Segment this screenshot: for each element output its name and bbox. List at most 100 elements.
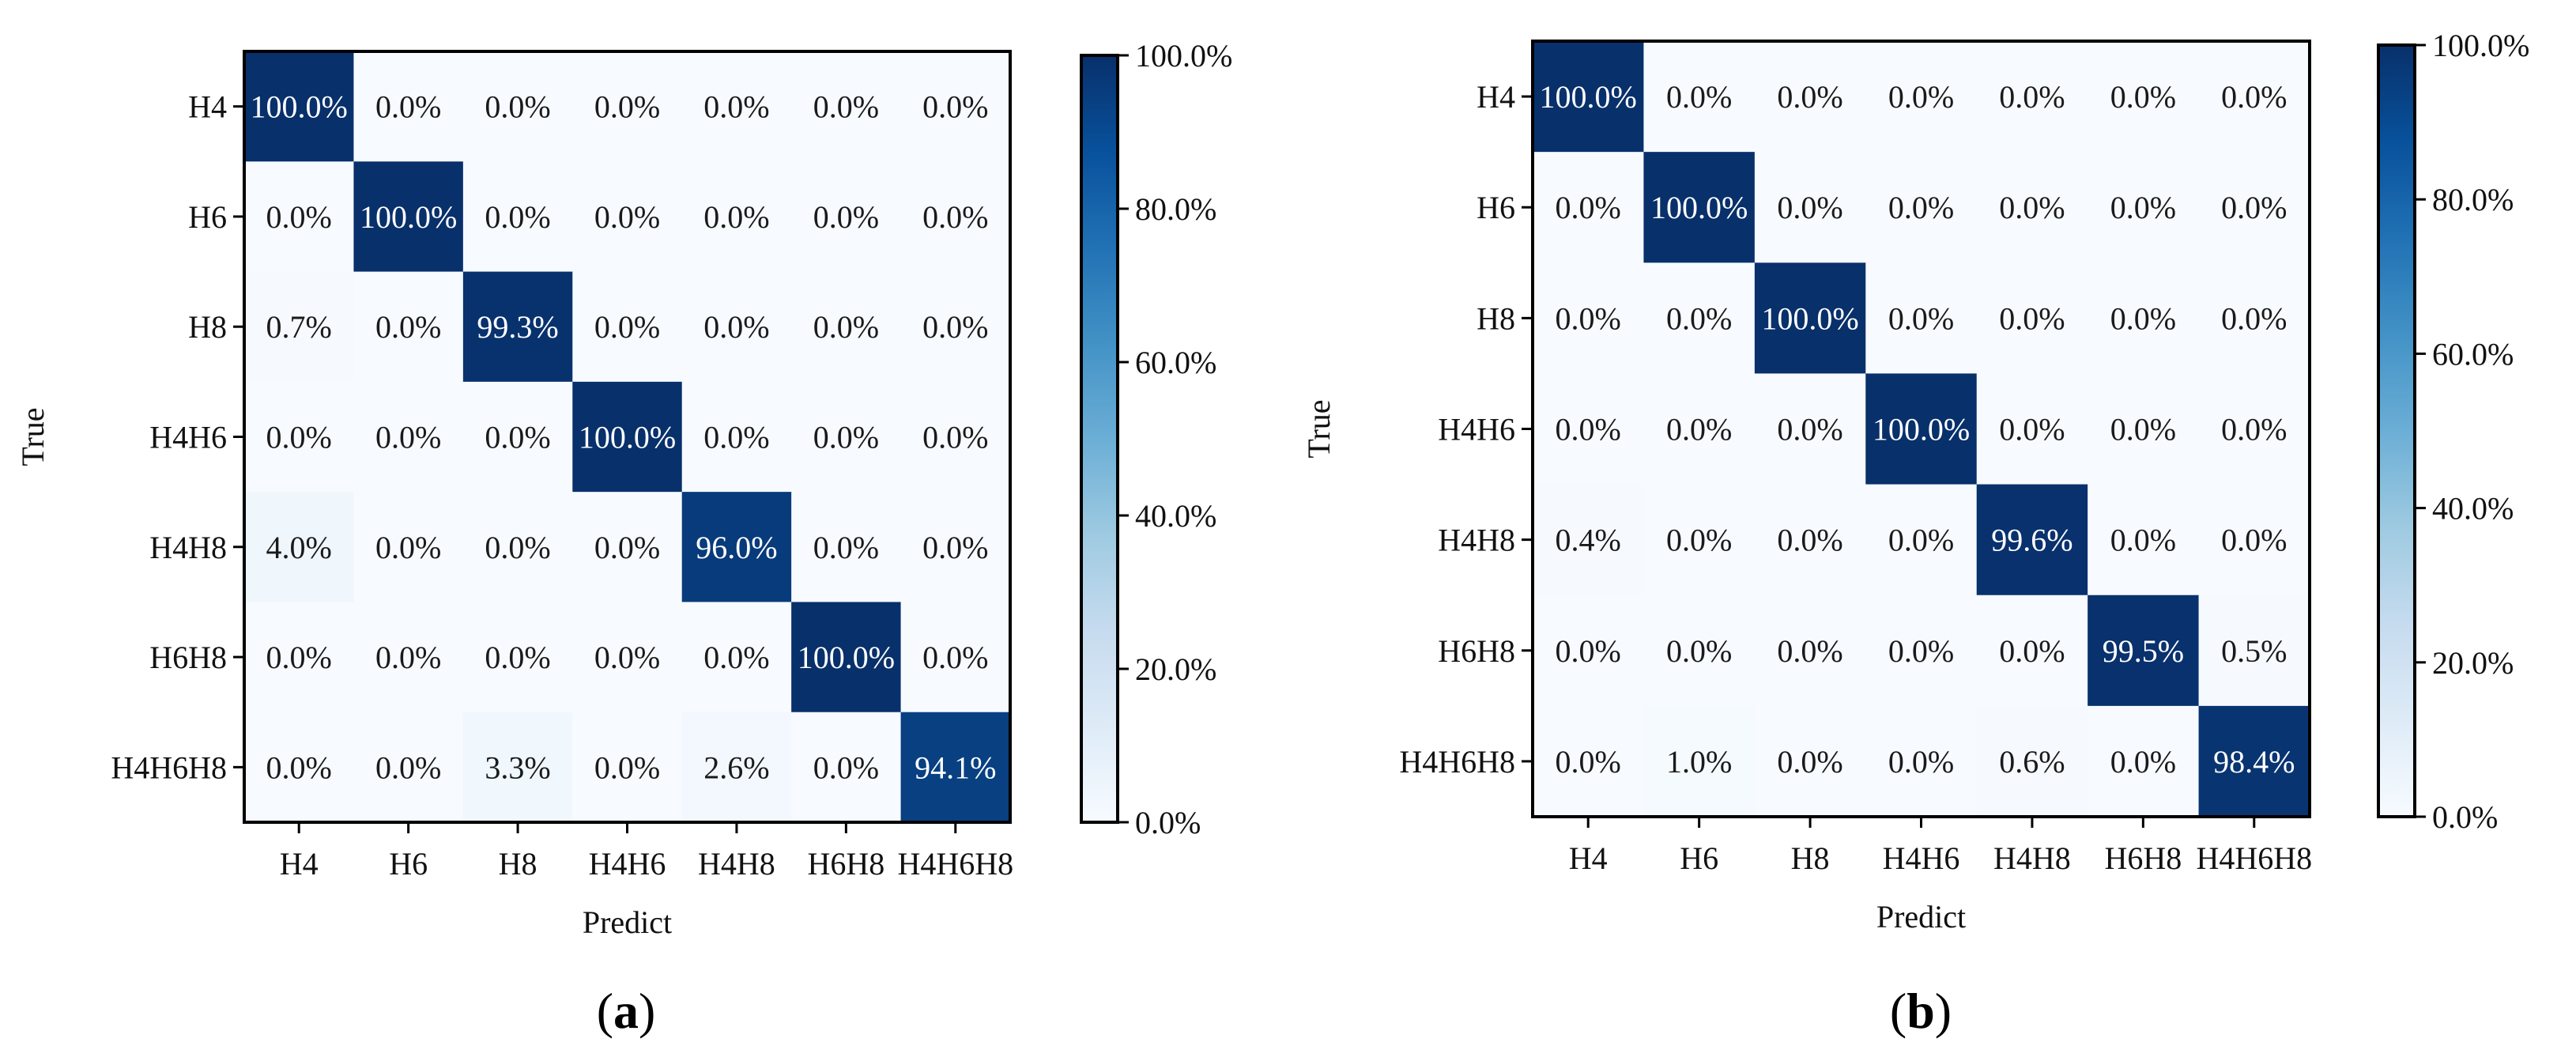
cell-value-label-r4-c5: 0.0%: [2110, 523, 2176, 558]
heatmap-cell-r2-c5: [2088, 262, 2200, 374]
heatmap-cell-r5-c4: [681, 602, 792, 713]
cell-value-label-r3-c4: 0.0%: [1999, 412, 2065, 447]
colorbar-tick-label-0: 0.0%: [1135, 805, 1201, 840]
heatmap-cell-r5-c1: [353, 602, 464, 713]
heatmap-cell-r0-c0: [1533, 41, 1644, 153]
cell-value-label-r3-c6: 0.0%: [2221, 412, 2287, 447]
cell-value-label-r5-c0: 0.0%: [1556, 633, 1621, 669]
x-tick-label-H8: H8: [499, 846, 537, 882]
cell-value-label-r4-c6: 0.0%: [2221, 523, 2287, 558]
cell-value-label-r4-c0: 0.4%: [1556, 523, 1621, 558]
heatmap-cell-r3-c4: [1976, 373, 2088, 485]
cell-value-label-r3-c5: 0.0%: [813, 420, 879, 455]
heatmap-cell-r1-c0: [244, 161, 354, 273]
cell-value-label-r0-c4: 0.0%: [703, 89, 769, 125]
heatmap-cell-r3-c3: [1865, 373, 1978, 485]
x-tick-label-H4H6: H4H6: [589, 846, 666, 882]
colorbar-tick-label-20: 20.0%: [1135, 651, 1216, 687]
cell-value-label-r6-c3: 0.0%: [594, 749, 660, 785]
cell-value-label-r6-c4: 2.6%: [703, 749, 769, 785]
heatmap-cell-r1-c2: [462, 161, 573, 273]
heatmap-cell-r2-c3: [572, 271, 683, 383]
cell-value-label-r3-c1: 0.0%: [1666, 412, 1732, 447]
cell-value-label-r5-c4: 0.0%: [703, 640, 769, 675]
cell-value-label-r6-c1: 1.0%: [1666, 744, 1732, 780]
heatmap-cell-r5-c3: [1865, 595, 1978, 707]
heatmap-cell-r3-c6: [900, 381, 1011, 493]
cell-value-label-r0-c1: 0.0%: [1666, 79, 1732, 115]
panel-a-confusion-matrix: 100.0% 0.0% 0.0% 0.0% 0.0% 0.0% 0.0% 0.0% 100.0%…: [15, 38, 1232, 1039]
heatmap-cell-r6-c4: [681, 712, 792, 823]
heatmap-cell-r3-c2: [1754, 373, 1866, 485]
heatmap-cell-r2-c0: [1533, 262, 1644, 374]
heatmap-cell-r3-c0: [244, 381, 354, 493]
cell-value-label-r1-c6: 0.0%: [2221, 190, 2287, 225]
cell-value-label-r3-c0: 0.0%: [266, 420, 332, 455]
colorbar-tick-label-80: 80.0%: [1135, 191, 1216, 227]
heatmap-cell-r5-c1: [1643, 595, 1756, 707]
cell-value-label-r6-c0: 0.0%: [1556, 744, 1621, 780]
heatmap-cell-r0-c5: [2088, 41, 2200, 153]
heatmap-cell-r2-c1: [353, 271, 464, 383]
cell-value-label-r6-c2: 0.0%: [1777, 744, 1842, 780]
heatmap-cell-r4-c0: [244, 492, 354, 602]
cell-value-label-r0-c5: 0.0%: [813, 89, 879, 125]
cell-value-label-r2-c6: 0.0%: [922, 309, 988, 345]
heatmap-cell-r6-c2: [1754, 705, 1866, 817]
x-axis-label: Predict: [1876, 899, 1966, 935]
cell-value-label-r3-c2: 0.0%: [485, 420, 550, 455]
heatmap-cell-r0-c4: [681, 51, 792, 162]
cell-value-label-r4-c2: 0.0%: [485, 530, 550, 565]
heatmap-cell-r2-c6: [2198, 262, 2310, 374]
cell-value-label-r2-c4: 0.0%: [1999, 300, 2065, 336]
heatmap-cell-r3-c1: [1643, 373, 1756, 485]
cell-value-label-r4-c5: 0.0%: [813, 530, 879, 565]
cell-value-label-r5-c3: 0.0%: [1888, 633, 1954, 669]
heatmap-cell-r4-c3: [1865, 484, 1978, 596]
cell-value-label-r4-c1: 0.0%: [1666, 523, 1732, 558]
cell-value-label-r5-c0: 0.0%: [266, 640, 332, 675]
heatmap-cell-r6-c0: [1533, 705, 1644, 817]
heatmap-cell-r6-c3: [572, 712, 683, 823]
cell-value-label-r2-c0: 0.7%: [266, 309, 332, 345]
heatmap-cell-r3-c2: [462, 381, 573, 493]
x-tick-label-H4: H4: [1569, 840, 1608, 876]
cell-value-label-r2-c4: 0.0%: [703, 309, 769, 345]
heatmap-cell-r6-c6: [900, 712, 1011, 823]
cell-value-label-r2-c2: 100.0%: [1761, 300, 1858, 336]
colorbar-tick-label-80: 80.0%: [2432, 182, 2514, 217]
y-tick-label-H4H6H8: H4H6H8: [1399, 744, 1515, 780]
heatmap-cell-r1-c1: [353, 161, 464, 273]
y-tick-label-H4H6H8: H4H6H8: [111, 749, 227, 785]
heatmap-cell-r1-c3: [572, 161, 683, 273]
cell-value-label-r0-c4: 0.0%: [1999, 79, 2065, 115]
colorbar-tick-label-100: 100.0%: [1135, 38, 1232, 74]
cell-value-label-r3-c5: 0.0%: [2110, 412, 2176, 447]
heatmap-cell-r1-c6: [2198, 152, 2310, 263]
heatmap-cell-r1-c6: [900, 161, 1011, 273]
heatmap-cell-r1-c5: [791, 161, 902, 273]
heatmap-cell-r3-c1: [353, 381, 464, 493]
cell-value-label-r3-c4: 0.0%: [703, 420, 769, 455]
heatmap-cell-r2-c2: [462, 271, 573, 383]
y-tick-label-H4: H4: [1477, 79, 1515, 115]
cell-value-label-r0-c1: 0.0%: [375, 89, 441, 125]
cell-value-label-r1-c5: 0.0%: [813, 199, 879, 235]
cell-value-label-r5-c2: 0.0%: [1777, 633, 1842, 669]
heatmap-cell-r6-c1: [1643, 705, 1756, 817]
heatmap-cell-r6-c3: [1865, 705, 1978, 817]
cell-value-label-r4-c1: 0.0%: [375, 530, 441, 565]
x-tick-label-H4H6H8: H4H6H8: [2196, 840, 2312, 876]
heatmap-cell-r1-c0: [1533, 152, 1644, 263]
y-tick-label-H6: H6: [1477, 190, 1515, 225]
y-tick-label-H6H8: H6H8: [1438, 633, 1515, 669]
cell-value-label-r0-c2: 0.0%: [1777, 79, 1842, 115]
cell-value-label-r3-c0: 0.0%: [1556, 412, 1621, 447]
heatmap-cell-r1-c2: [1754, 152, 1866, 263]
cell-value-label-r4-c4: 96.0%: [696, 530, 777, 565]
cell-value-label-r1-c1: 100.0%: [360, 199, 457, 235]
heatmap-cell-r5-c0: [1533, 595, 1644, 707]
heatmap-cell-r5-c0: [244, 602, 354, 713]
x-tick-label-H8: H8: [1791, 840, 1830, 876]
